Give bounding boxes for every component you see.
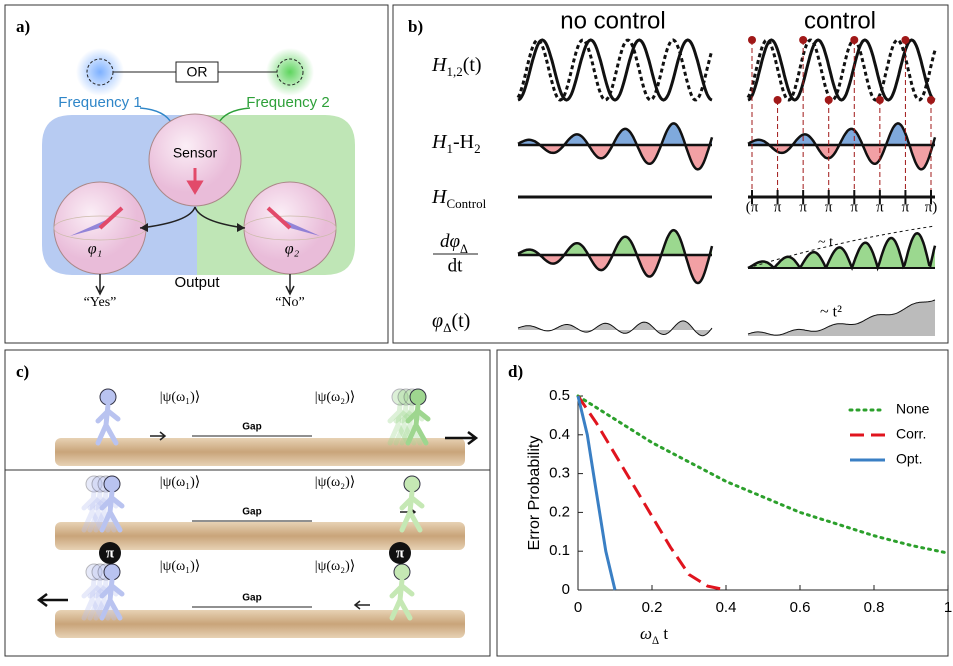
lobe-fill [748,233,935,268]
sensor-label: Sensor [173,145,218,161]
pulse-dot [876,96,884,104]
pulse-dot [850,36,858,44]
y-tick-label: 0.3 [549,465,570,482]
formula-part: dφ [440,231,460,252]
legend-label: Corr. [896,426,926,442]
subscript: 2 [474,141,481,156]
pulse-symbol: π [396,545,405,561]
phase-label: φ₂ [285,241,300,258]
formula: H1,2(t) [431,54,482,80]
body [98,405,118,443]
formula: dφΔ [440,231,468,255]
pulse-dot [748,36,756,44]
formula-part: ω [640,624,652,643]
ket: |ψ(ω₁)⟩ [160,559,200,574]
lobe-fill [748,123,935,169]
ket: |ψ(ω₂)⟩ [315,390,355,405]
pulse-dot [774,96,782,104]
or-text: OR [187,64,208,80]
formula-part: (t) [463,54,482,76]
legend-label: Opt. [896,451,922,467]
frequency-label: Frequency 2 [246,94,329,111]
panel-label: b) [408,17,423,36]
formula: HControl [431,186,487,212]
pulse-dot [927,96,935,104]
formula: dt [448,255,464,276]
ket: |ψ(ω₁)⟩ [160,390,200,405]
ket: |ψ(ω₂)⟩ [315,475,355,490]
y-tick-label: 0.5 [549,387,570,404]
lobe-fill [518,123,712,169]
formula-part: φ [432,310,443,332]
subscript: Δ [652,635,659,647]
panel-label: d) [508,362,523,381]
panel-label: c) [16,362,29,381]
lobe-fill [518,230,712,283]
figure: a) OR Frequency 1 Frequency 2 Sensor φ₁ … [0,0,953,661]
gap-label: Gap [242,422,261,433]
x-tick-label: 0 [574,599,582,616]
pulse-label: π [902,199,910,215]
frequency-label: Frequency 1 [58,94,141,111]
formula-part: -H [453,131,474,153]
pulse-label: π [825,199,833,215]
pulse-label: π [774,199,782,215]
formula: ωΔ t [640,624,668,647]
pulse-label: π) [925,199,938,215]
x-tick-label: 0.4 [716,599,737,616]
phase-label: φ₁ [88,241,102,258]
output-label: Output [174,274,220,291]
pulse-dot [825,96,833,104]
motion-arrow [355,601,370,609]
legend-label: None [896,401,930,417]
answer: “No” [275,295,305,310]
formula-part: t [659,624,668,643]
pulse-label: π [850,199,858,215]
pulse-symbol: π [106,545,115,561]
y-axis-label: Error Probability [526,436,543,551]
pulse-label: (π [746,199,759,215]
note: ~ t² [820,304,842,321]
pulse-label: π [876,199,884,215]
x-tick-label: 0.8 [864,599,885,616]
pulse-dot [901,36,909,44]
ket: |ψ(ω₂)⟩ [315,559,355,574]
pulse-label: π [799,199,807,215]
y-tick-label: 0.1 [549,542,570,559]
panel-b: b) no control control H1,2(t)H1-H2HContr… [408,7,937,336]
answer: “Yes” [84,295,117,310]
panel-label: a) [16,17,30,36]
y-tick-label: 0 [562,581,570,598]
formula-part: H [431,186,448,208]
subscript: Δ [443,320,451,335]
formula: φΔ(t) [432,310,470,336]
y-tick-label: 0.4 [549,426,570,443]
pulse-dot [799,36,807,44]
subscript: Control [446,196,486,211]
series-line [578,396,948,553]
subscript: 1,2 [446,64,462,79]
gap-label: Gap [242,593,261,604]
formula-part: H [431,131,448,153]
formula-part: (t) [451,310,470,332]
column-title: no control [560,7,665,34]
x-tick-label: 0.6 [790,599,811,616]
panel-a: a) OR Frequency 1 Frequency 2 Sensor φ₁ … [16,17,355,310]
panel-c: c) |ψ(ω₁)⟩ |ψ(ω₂)⟩ Gap |ψ(ω₁)⟩ |ψ(ω₂)⟩ Gap |ψ(… [5,362,490,638]
column-title: control [804,7,876,34]
note: ~ t [818,235,833,250]
y-tick-label: 0.2 [549,503,570,520]
x-tick-label: 0.2 [642,599,663,616]
series-line [578,396,726,590]
panel-d: d) Error Probability 0 0.1 0.2 0.3 0.4 0.5 0 0.… [508,362,952,647]
formula-part: H [431,54,448,76]
x-tick-label: 1 [944,599,952,616]
ket: |ψ(ω₁)⟩ [160,475,200,490]
signal-1 [518,40,712,100]
gap-label: Gap [242,507,261,518]
formula: H1-H2 [431,131,481,157]
